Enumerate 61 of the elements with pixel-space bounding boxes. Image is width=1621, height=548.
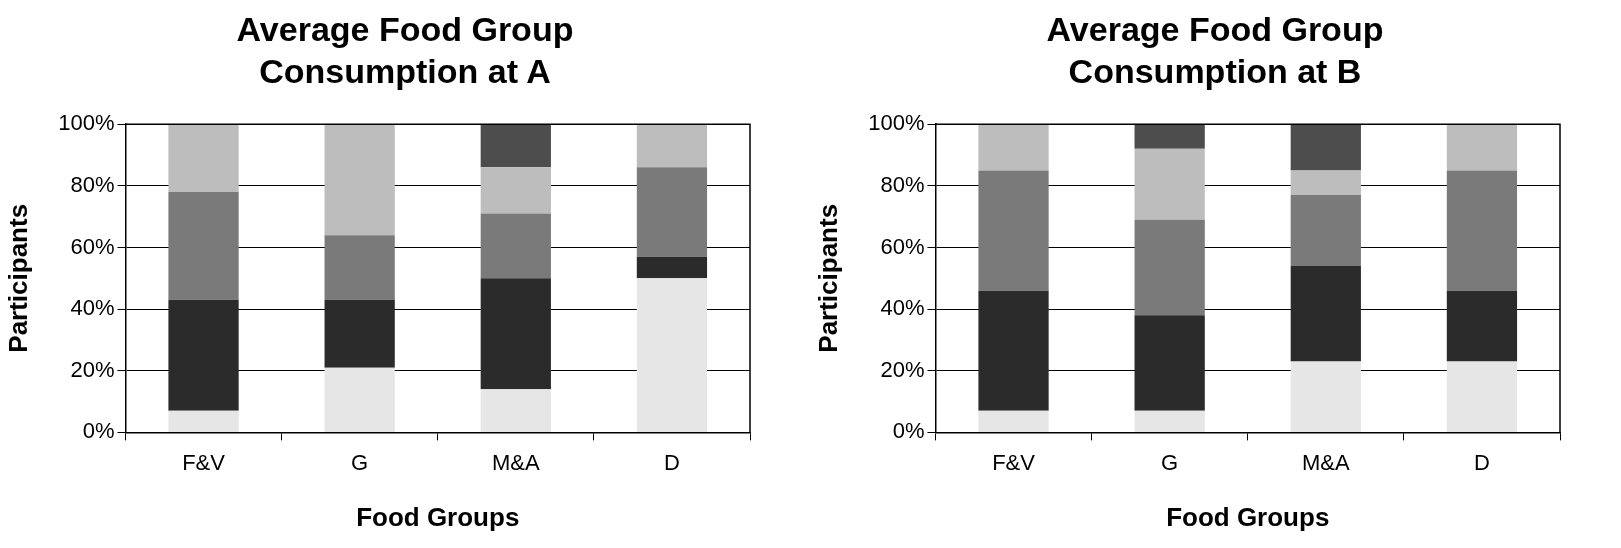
bar bbox=[978, 290, 1049, 411]
bar bbox=[1446, 124, 1518, 171]
y-tick-label: 0% bbox=[82, 418, 115, 444]
bar bbox=[480, 124, 551, 168]
bar bbox=[1446, 290, 1518, 362]
bar bbox=[168, 299, 239, 411]
y-tick-label: 100% bbox=[58, 110, 115, 136]
x-tick-label: F&V bbox=[182, 449, 226, 475]
bar bbox=[978, 410, 1049, 432]
y-tick-label: 20% bbox=[880, 356, 925, 382]
bar bbox=[1134, 148, 1205, 220]
bar bbox=[168, 410, 239, 432]
y-tick-label: 40% bbox=[70, 295, 115, 321]
bar bbox=[480, 278, 551, 390]
bar bbox=[636, 256, 708, 279]
bar bbox=[1134, 410, 1205, 432]
bar bbox=[324, 124, 395, 236]
y-tick-label: 60% bbox=[880, 233, 925, 259]
y-tick-label: 100% bbox=[868, 110, 925, 136]
bar bbox=[1290, 195, 1361, 266]
y-tick-label: 80% bbox=[70, 171, 115, 197]
bar bbox=[636, 124, 708, 168]
y-axis-title: Participants bbox=[812, 203, 843, 353]
bar bbox=[636, 278, 708, 432]
bar bbox=[978, 170, 1049, 291]
bar bbox=[636, 167, 708, 257]
bar bbox=[324, 367, 395, 432]
bar bbox=[324, 299, 395, 368]
bar bbox=[1290, 361, 1361, 432]
x-tick-label: G bbox=[1161, 449, 1179, 475]
y-tick-label: 40% bbox=[880, 295, 925, 321]
x-axis-title: Food Groups bbox=[1166, 501, 1330, 532]
bar bbox=[978, 124, 1049, 171]
y-tick-label: 60% bbox=[70, 233, 115, 259]
y-tick-label: 80% bbox=[880, 171, 925, 197]
bar bbox=[1290, 124, 1361, 171]
x-tick-label: D bbox=[1473, 449, 1490, 475]
y-tick-label: 0% bbox=[892, 418, 925, 444]
y-tick-label: 20% bbox=[70, 356, 115, 382]
chart-title: Average Food Group Consumption at A bbox=[235, 9, 575, 92]
x-tick-label: G bbox=[351, 449, 369, 475]
x-axis-title: Food Groups bbox=[356, 501, 520, 532]
bar bbox=[1290, 265, 1361, 362]
x-tick-label: M&A bbox=[1301, 449, 1350, 475]
chart-title: Average Food Group Consumption at B bbox=[1045, 9, 1385, 92]
bar bbox=[1446, 170, 1518, 291]
bar bbox=[1290, 170, 1361, 196]
bar bbox=[480, 167, 551, 214]
bar bbox=[1446, 361, 1518, 432]
bar bbox=[324, 235, 395, 300]
x-tick-label: D bbox=[663, 449, 680, 475]
bar bbox=[168, 192, 239, 300]
bar bbox=[1134, 219, 1205, 316]
bar bbox=[480, 213, 551, 279]
x-tick-label: F&V bbox=[992, 449, 1036, 475]
bar bbox=[168, 124, 239, 192]
y-axis-title: Participants bbox=[2, 203, 33, 353]
bar bbox=[480, 389, 551, 432]
bar bbox=[1134, 315, 1205, 411]
bar bbox=[1134, 124, 1205, 149]
x-tick-label: M&A bbox=[491, 449, 540, 475]
